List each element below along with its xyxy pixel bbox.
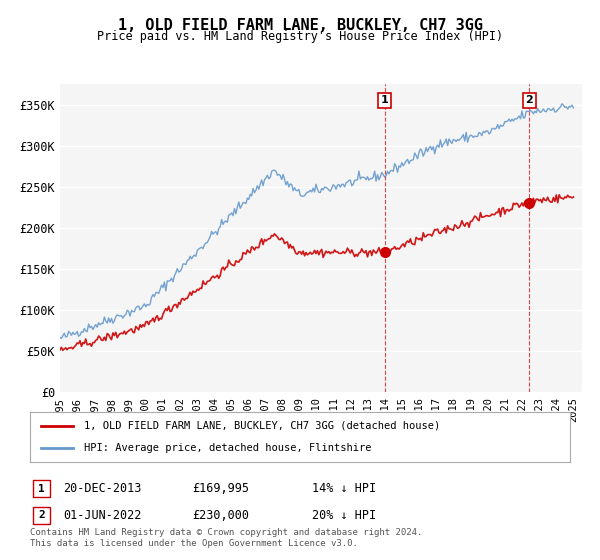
Text: £169,995: £169,995 bbox=[192, 482, 249, 496]
Text: 1, OLD FIELD FARM LANE, BUCKLEY, CH7 3GG: 1, OLD FIELD FARM LANE, BUCKLEY, CH7 3GG bbox=[118, 18, 482, 33]
Text: 2: 2 bbox=[526, 95, 533, 105]
Text: 20% ↓ HPI: 20% ↓ HPI bbox=[312, 508, 376, 522]
Text: 1: 1 bbox=[38, 484, 45, 494]
Text: 01-JUN-2022: 01-JUN-2022 bbox=[63, 508, 142, 522]
Text: 1, OLD FIELD FARM LANE, BUCKLEY, CH7 3GG (detached house): 1, OLD FIELD FARM LANE, BUCKLEY, CH7 3GG… bbox=[84, 421, 440, 431]
Text: 1: 1 bbox=[381, 95, 389, 105]
Text: £230,000: £230,000 bbox=[192, 508, 249, 522]
Text: 14% ↓ HPI: 14% ↓ HPI bbox=[312, 482, 376, 496]
FancyBboxPatch shape bbox=[33, 507, 50, 524]
Text: Price paid vs. HM Land Registry's House Price Index (HPI): Price paid vs. HM Land Registry's House … bbox=[97, 30, 503, 43]
Text: Contains HM Land Registry data © Crown copyright and database right 2024.
This d: Contains HM Land Registry data © Crown c… bbox=[30, 528, 422, 548]
Text: 20-DEC-2013: 20-DEC-2013 bbox=[63, 482, 142, 496]
FancyBboxPatch shape bbox=[33, 480, 50, 497]
Text: 2: 2 bbox=[38, 510, 45, 520]
Text: HPI: Average price, detached house, Flintshire: HPI: Average price, detached house, Flin… bbox=[84, 443, 371, 453]
